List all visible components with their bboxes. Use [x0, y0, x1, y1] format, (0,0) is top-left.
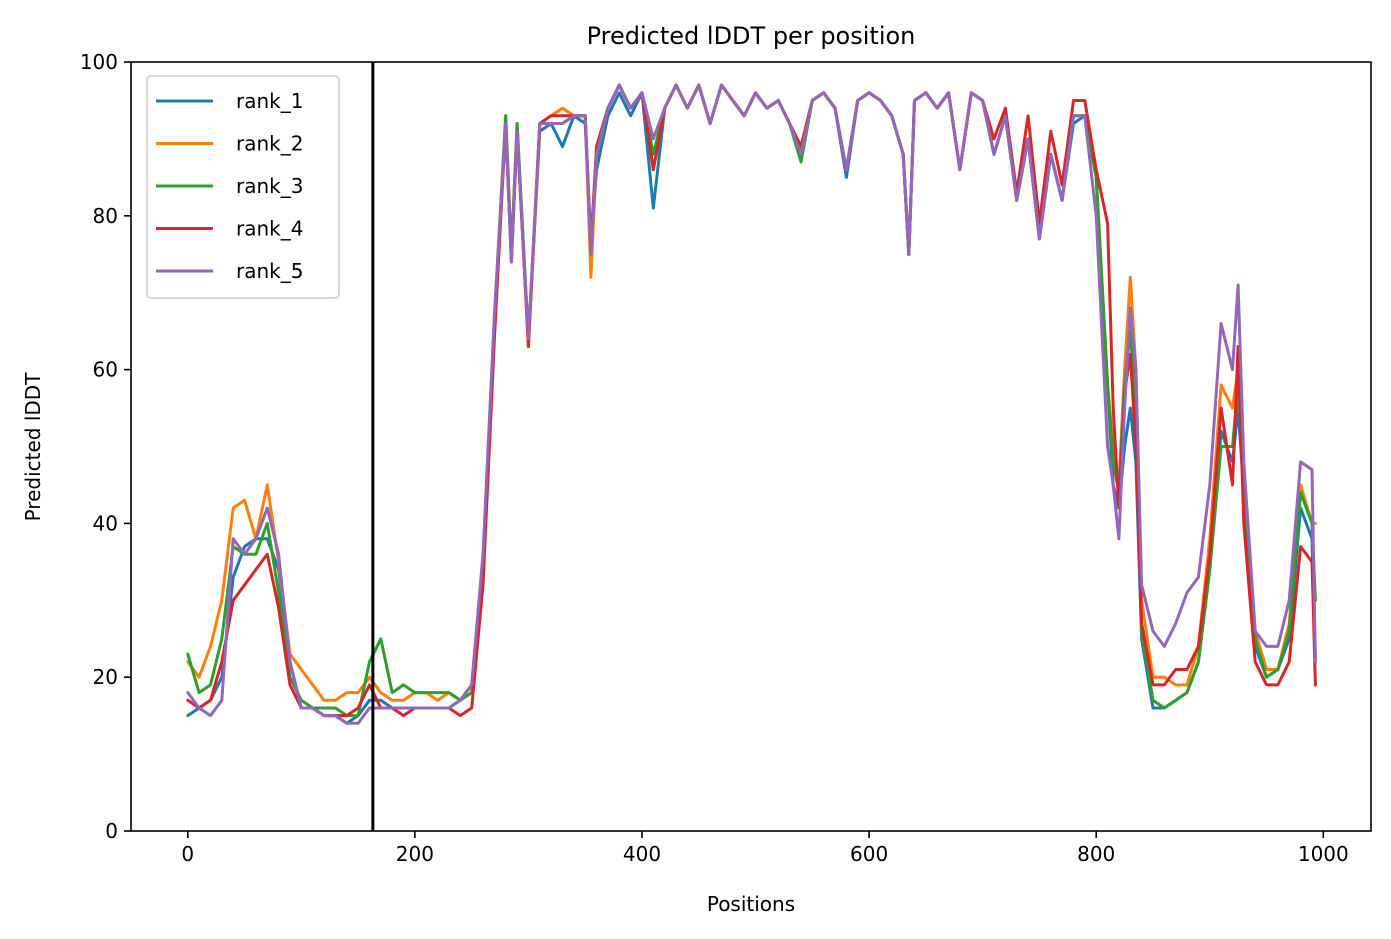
- y-tick-label: 40: [93, 511, 118, 535]
- legend-label: rank_3: [236, 174, 303, 198]
- x-tick-label: 800: [1077, 842, 1115, 866]
- chart-title: Predicted lDDT per position: [587, 22, 916, 50]
- x-axis: 0 200 400 600 800 1000: [181, 831, 1349, 866]
- y-tick-label: 80: [93, 204, 118, 228]
- legend-label: rank_5: [236, 259, 303, 283]
- x-axis-title: Positions: [707, 892, 795, 916]
- x-tick-label: 200: [396, 842, 434, 866]
- series-line-rank-5: [186, 83, 1317, 725]
- series-layer: [186, 83, 1317, 725]
- legend-box: [146, 75, 340, 299]
- legend: rank_1 rank_2 rank_3 rank_4 rank_5: [146, 75, 340, 299]
- y-axis: 0 20 40 60 80 100: [80, 50, 131, 843]
- x-tick-label: 1000: [1298, 842, 1349, 866]
- y-tick-label: 100: [80, 50, 118, 74]
- x-tick-label: 0: [181, 842, 194, 866]
- x-tick-label: 600: [850, 842, 888, 866]
- y-axis-title: Predicted lDDT: [21, 372, 45, 522]
- y-tick-label: 0: [105, 819, 118, 843]
- x-tick-label: 400: [623, 842, 661, 866]
- legend-items: rank_1 rank_2 rank_3 rank_4 rank_5: [156, 89, 303, 283]
- legend-label: rank_4: [236, 217, 303, 241]
- legend-label: rank_1: [236, 89, 303, 113]
- y-tick-label: 60: [93, 358, 118, 382]
- legend-label: rank_2: [236, 132, 303, 156]
- y-tick-label: 20: [93, 665, 118, 689]
- plot-frame: [130, 61, 1372, 832]
